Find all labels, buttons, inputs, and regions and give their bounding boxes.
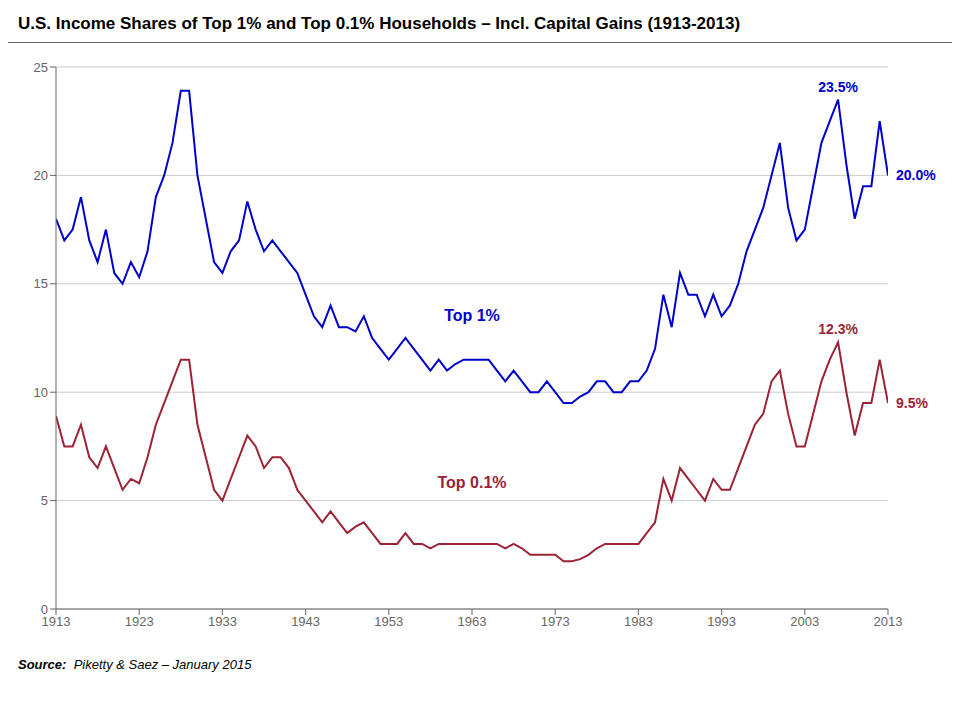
svg-text:1953: 1953 — [374, 614, 403, 629]
svg-text:1943: 1943 — [291, 614, 320, 629]
svg-text:1913: 1913 — [41, 614, 71, 630]
svg-text:23.5%: 23.5% — [818, 79, 858, 95]
svg-text:1973: 1973 — [541, 614, 570, 629]
html-text:U.S. Income Shares of Top 1% a: U.S. Income Shares of Top 1% and Top 0.1… — [18, 14, 741, 33]
svg-text:15: 15 — [34, 276, 48, 291]
svg-text:10: 10 — [34, 385, 48, 400]
svg-text:1993: 1993 — [707, 614, 736, 629]
svg-text:9.5%: 9.5% — [896, 395, 928, 411]
svg-text:1983: 1983 — [624, 614, 653, 629]
svg-text:2003: 2003 — [790, 614, 819, 629]
svg-text:25: 25 — [34, 60, 48, 75]
svg-text:1963: 1963 — [458, 614, 487, 629]
svg-text:12.3%: 12.3% — [818, 321, 858, 337]
svg-text:Top 0.1%: Top 0.1% — [437, 474, 506, 491]
svg-text:2013: 2013 — [874, 614, 903, 629]
svg-text:1923: 1923 — [125, 614, 154, 629]
svg-text:0: 0 — [41, 602, 48, 617]
svg-text:20.0%: 20.0% — [896, 167, 936, 183]
svg-text:1933: 1933 — [208, 614, 237, 629]
svg-text:20: 20 — [34, 168, 48, 183]
svg-text:Top 1%: Top 1% — [444, 307, 500, 324]
html-text:Source: Piketty & Saez – Janua: Source: Piketty & Saez – January 2015 — [18, 657, 252, 672]
svg-text:5: 5 — [41, 493, 48, 508]
